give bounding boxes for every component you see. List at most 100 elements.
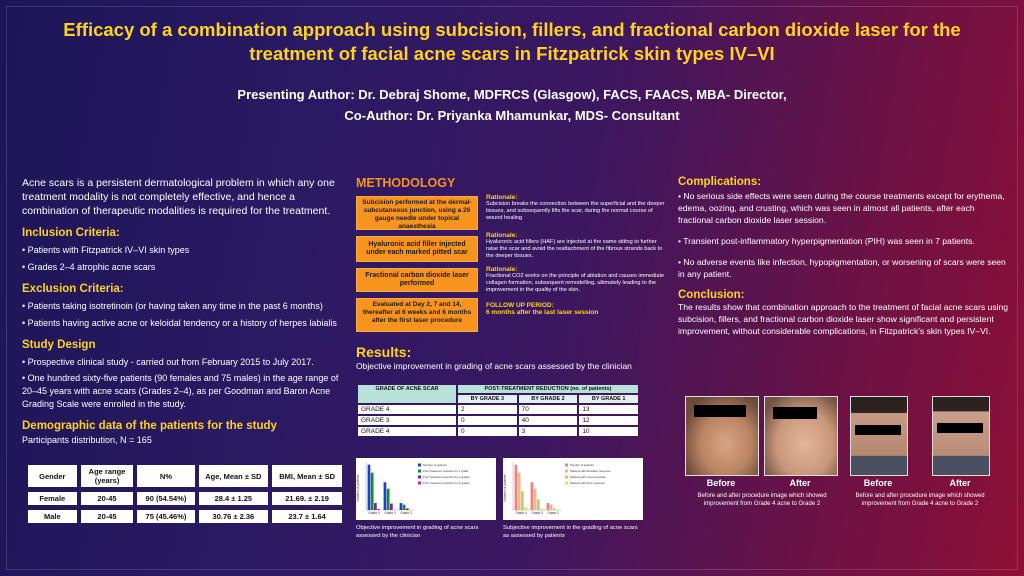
y-axis-label: Number of patients (503, 474, 507, 501)
table-header: BMI, Mean ± SD (272, 465, 342, 487)
method-step-box: Evaluated at Day 2, 7 and 14, thereafter… (356, 298, 478, 332)
results-heading: Results: (356, 344, 412, 360)
table-cell: 13 (579, 405, 638, 414)
demographic-heading: Demographic data of the patients for the… (22, 420, 277, 432)
eye-bar (773, 407, 817, 419)
chart-bar (390, 503, 393, 510)
results-table: GRADE OF ACNE SCAR POST-TREATMENT REDUCT… (356, 383, 640, 438)
table-header: Gender (28, 465, 77, 487)
chart-bar (514, 464, 518, 510)
rationale-label: Rationale: (486, 232, 518, 239)
legend-label: Number of patients (570, 463, 594, 467)
table-header-row: Gender Age range (years) N% Age, Mean ± … (28, 465, 342, 487)
table-row: Female 20-45 90 (54.54%) 28.4 ± 1.25 21.… (28, 492, 342, 505)
before-photo-1 (685, 396, 759, 476)
demographic-subheading: Participants distribution, N = 165 (22, 435, 152, 445)
chart2-caption: Subjective improvement in the grading of… (503, 525, 638, 539)
eye-bar (855, 425, 901, 435)
eye-bar (937, 423, 983, 433)
chart-bar (537, 499, 540, 510)
x-tick-label: Grade 2 (400, 511, 412, 515)
complications-heading: Complications: (678, 176, 762, 188)
followup-text: 6 months after the last laser session (486, 309, 599, 316)
chart-bar (406, 508, 409, 510)
x-tick-label: Grade 3 (531, 511, 543, 515)
table-cell: GRADE 4 (358, 427, 456, 436)
legend-swatch (565, 475, 568, 479)
table-cell: 75 (45.46%) (137, 510, 195, 523)
legend-label: Patients with Poor response (570, 481, 605, 485)
table-cell: 0 (458, 416, 517, 425)
inclusion-item: • Patients with Fitzpatrick IV–VI skin t… (22, 245, 190, 255)
methodology-heading: METHODOLOGY (356, 176, 456, 190)
x-tick-label: Grade 4 (515, 511, 527, 515)
legend-label: Patients with Good response (570, 475, 606, 479)
left-column: Acne scars is a persistent dermatologica… (22, 176, 342, 447)
table-cell: 2 (458, 405, 517, 414)
chart-bar (540, 508, 543, 510)
legend-label: Post Treatment reduction by 2 grades (423, 475, 470, 479)
photo-label: After (789, 478, 811, 488)
inclusion-heading: Inclusion Criteria: (22, 227, 120, 239)
rationale-text: Subcision breaks the connection between … (486, 201, 665, 221)
study-heading: Study Design (22, 339, 96, 351)
chart-bar (374, 503, 377, 510)
table-header: Age, Mean ± SD (198, 465, 269, 487)
after-photo-2 (932, 396, 990, 476)
table-cell: Female (28, 492, 77, 505)
x-tick-label: Grade 4 (368, 511, 380, 515)
chart-bar (556, 509, 559, 510)
table-row: Male 20-45 75 (45.46%) 30.76 ± 2.36 23.7… (28, 510, 342, 523)
conclusion-text: The results show that combination approa… (678, 302, 1009, 336)
table-subheader-row: BY GRADE 3 BY GRADE 2 BY GRADE 1 (358, 395, 638, 403)
inclusion-item: • Grades 2–4 atrophic acne scars (22, 262, 156, 272)
after-photo-1 (764, 396, 838, 476)
table-header: POST-TREATMENT REDUCTION (no. of patient… (458, 385, 638, 393)
exclusion-item: • Patients having active acne or keloida… (22, 318, 337, 328)
table-cell: 21.69. ± 2.19 (272, 492, 342, 505)
table-cell: 23.7 ± 1.64 (272, 510, 342, 523)
table-header-row: GRADE OF ACNE SCAR POST-TREATMENT REDUCT… (358, 385, 638, 403)
table-cell: 28.4 ± 1.25 (198, 492, 269, 505)
legend-swatch (418, 475, 421, 479)
photo-caption: Before and after procedure image which s… (697, 493, 827, 507)
chart-bar (524, 507, 527, 510)
subjective-chart: Number of patients Grade 4 Grade 3 Grade 2 N… (503, 458, 643, 520)
eye-bar (694, 405, 746, 417)
table-header: Age range (years) (80, 465, 134, 487)
table-cell: 20-45 (80, 492, 134, 505)
table-cell: 70 (518, 405, 578, 414)
table-cell: 10 (579, 427, 638, 436)
exclusion-item: • Patients taking isotretinoin (or havin… (22, 301, 323, 311)
table-cell: GRADE 3 (358, 416, 456, 425)
rationale-label: Rationale: (486, 194, 518, 201)
x-tick-label: Grade 2 (547, 511, 559, 515)
methodology-section: METHODOLOGY Subcision performed at the d… (356, 176, 668, 334)
photo-label: Before (863, 478, 893, 488)
method-step-box: Subcision performed at the dermal-subcut… (356, 196, 478, 230)
study-item: • One hundred sixty-five patients (90 fe… (22, 373, 339, 409)
chart-bar (546, 503, 550, 510)
legend-label: Post Treatment reduction by 3 grades (423, 481, 470, 485)
legend-swatch (565, 469, 568, 473)
table-cell: 20-45 (80, 510, 134, 523)
table-header: BY GRADE 2 (518, 395, 578, 403)
y-axis-label: Number of patients (356, 474, 360, 501)
legend-swatch (418, 463, 421, 467)
legend-swatch (418, 481, 421, 485)
followup-label: FOLLOW UP PERIOD: (486, 302, 554, 309)
table-row: GRADE 3 0 40 12 (358, 416, 638, 425)
chart-bar (383, 482, 387, 510)
table-cell: 0 (458, 427, 517, 436)
table-cell: GRADE 4 (358, 405, 456, 414)
table-header: BY GRADE 1 (579, 395, 638, 403)
table-header: BY GRADE 3 (458, 395, 517, 403)
legend-label: Patients with Excellent response (570, 469, 611, 473)
conclusion-heading: Conclusion: (678, 289, 745, 301)
chart-bar (517, 472, 521, 510)
chart-bar (377, 508, 380, 510)
chart1-caption: Objective improvement in grading of acne… (356, 525, 479, 539)
rationale-label: Rationale: (486, 266, 518, 273)
co-author: Co-Author: Dr. Priyanka Mhamunkar, MDS- … (344, 108, 680, 123)
